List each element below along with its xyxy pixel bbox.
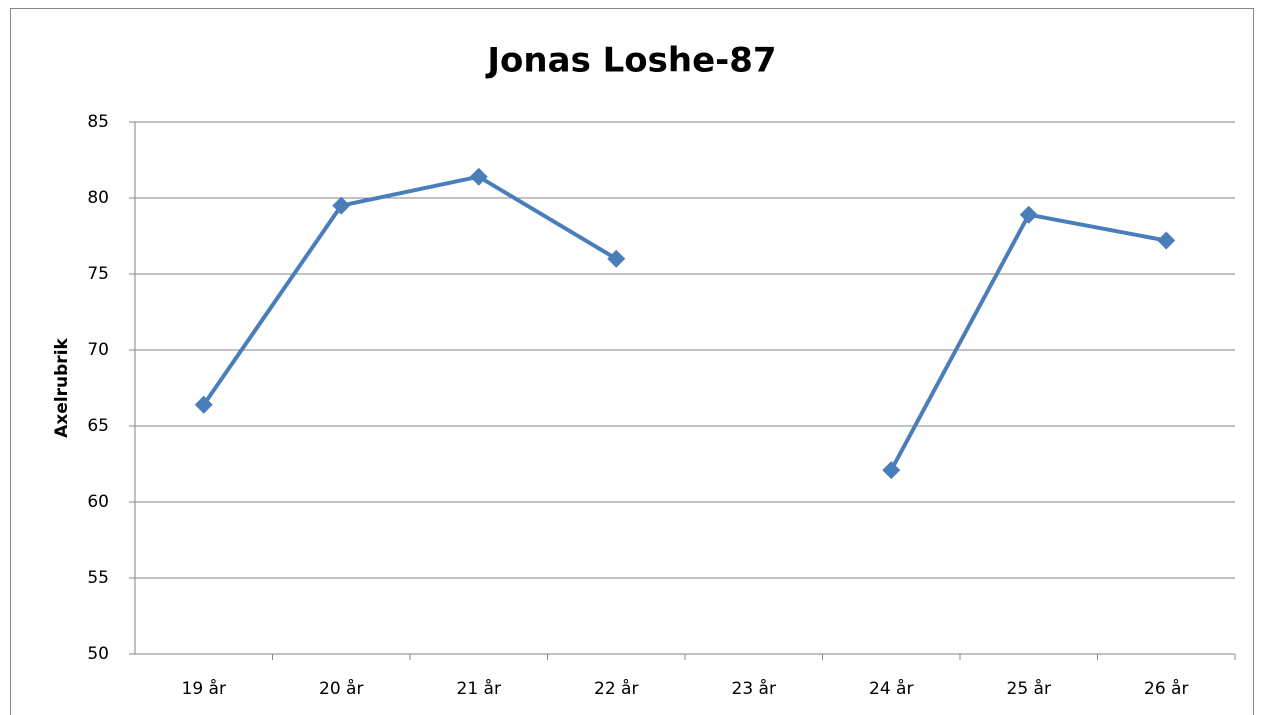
y-tick-label: 65 (87, 416, 109, 436)
y-tick-label: 70 (87, 340, 109, 360)
marker (194, 395, 213, 414)
y-tick-label: 55 (87, 568, 109, 588)
y-axis-label: Axelrubrik (52, 337, 72, 437)
x-tick-label: 21 år (457, 678, 501, 699)
marker (1019, 205, 1038, 224)
marker (1157, 231, 1176, 250)
y-tick-label: 85 (87, 112, 109, 132)
marker (332, 196, 351, 215)
x-tick-label: 25 år (1007, 678, 1051, 699)
x-tick-label: 20 år (319, 678, 363, 699)
chart-title: Jonas Loshe-87 (485, 41, 776, 81)
y-tick-label: 50 (87, 644, 109, 664)
chart-border (10, 8, 1254, 715)
marker (882, 461, 901, 480)
x-tick-label: 22 år (594, 678, 638, 699)
y-tick-label: 80 (87, 188, 109, 208)
x-tick-label: 19 år (182, 678, 226, 699)
marker (469, 167, 488, 186)
marker (607, 249, 626, 268)
x-tick-label: 26 år (1144, 678, 1188, 699)
x-tick-label: 23 år (732, 678, 776, 699)
x-tick-label: 24 år (869, 678, 913, 699)
y-tick-label: 75 (87, 264, 109, 284)
y-tick-label: 60 (87, 492, 109, 512)
